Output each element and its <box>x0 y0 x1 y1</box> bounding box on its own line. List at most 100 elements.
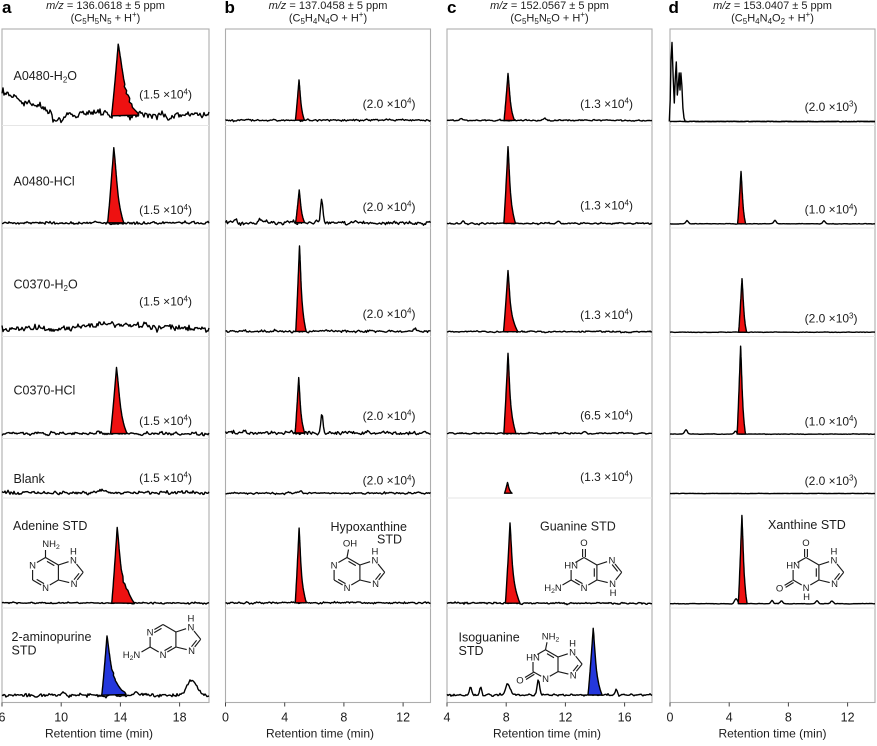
svg-text:(C5​H4​N4​O2​ + H+​): (C5​H4​N4​O2​ + H+​) <box>731 10 814 26</box>
svg-text:8: 8 <box>503 711 510 725</box>
svg-text:H: H <box>70 547 77 558</box>
svg-text:O: O <box>802 538 809 549</box>
svg-text:Retention time (min): Retention time (min) <box>718 727 826 741</box>
svg-text:Isoguanine: Isoguanine <box>459 631 520 645</box>
svg-text:H: H <box>569 639 576 650</box>
svg-text:0: 0 <box>222 711 229 725</box>
svg-text:N: N <box>160 650 167 661</box>
svg-text:(2.0 ×103​): (2.0 ×103​) <box>805 100 858 114</box>
svg-text:N: N <box>830 556 837 567</box>
svg-text:H2​N: H2​N <box>123 650 141 662</box>
svg-text:C0370-HCl: C0370-HCl <box>14 384 76 398</box>
svg-text:C0370-H2​O: C0370-H2​O <box>14 278 78 294</box>
svg-text:N: N <box>42 583 49 594</box>
svg-text:N: N <box>581 583 588 594</box>
svg-text:Blank: Blank <box>14 472 46 486</box>
svg-text:(2.0 ×104​): (2.0 ×104​) <box>363 200 416 214</box>
svg-text:Adenine STD: Adenine STD <box>13 519 87 533</box>
svg-text:N: N <box>609 579 616 590</box>
svg-text:N: N <box>542 674 549 685</box>
svg-text:(2.0 ×104​): (2.0 ×104​) <box>363 473 416 487</box>
svg-text:(2.0 ×104​): (2.0 ×104​) <box>363 307 416 321</box>
svg-text:N: N <box>147 627 154 638</box>
svg-text:(2.0 ×103​): (2.0 ×103​) <box>805 311 858 325</box>
svg-text:N: N <box>29 560 36 571</box>
svg-text:(1.5 ×104​): (1.5 ×104​) <box>139 471 192 485</box>
svg-text:(2.0 ×103​): (2.0 ×103​) <box>805 474 858 488</box>
svg-text:8: 8 <box>340 711 347 725</box>
svg-text:N: N <box>188 646 195 657</box>
svg-text:(C5​H5​N5​ + H+​): (C5​H5​N5​ + H+​) <box>71 10 141 26</box>
svg-text:HN: HN <box>564 560 578 571</box>
svg-text:(1.0 ×104​): (1.0 ×104​) <box>805 202 858 216</box>
svg-text:(1.3 ×104​): (1.3 ×104​) <box>580 470 633 484</box>
svg-text:STD: STD <box>459 644 484 658</box>
svg-text:(1.5 ×104​): (1.5 ×104​) <box>139 203 192 217</box>
svg-text:8: 8 <box>785 711 792 725</box>
svg-text:6: 6 <box>0 711 6 725</box>
svg-text:N: N <box>344 583 351 594</box>
svg-text:H: H <box>830 547 837 558</box>
svg-text:Hypoxanthine: Hypoxanthine <box>331 520 407 534</box>
svg-text:N: N <box>570 671 577 682</box>
svg-text:(C5​H4​N4​O + H+​): (C5​H4​N4​O + H+​) <box>289 10 367 26</box>
svg-text:STD: STD <box>12 644 37 658</box>
svg-text:N: N <box>803 583 810 594</box>
svg-text:m/z = 137.0458 ± 5 ppm: m/z = 137.0458 ± 5 ppm <box>269 0 388 12</box>
svg-text:NH2​: NH2​ <box>42 539 60 551</box>
svg-text:N: N <box>831 579 838 590</box>
svg-text:H: H <box>371 547 378 558</box>
svg-text:(1.3 ×104​): (1.3 ×104​) <box>580 97 633 111</box>
svg-text:(6.5 ×104​): (6.5 ×104​) <box>580 408 633 422</box>
svg-text:Retention time (min): Retention time (min) <box>45 727 153 741</box>
svg-text:O: O <box>580 538 587 549</box>
svg-text:N: N <box>372 579 379 590</box>
svg-text:Guanine STD: Guanine STD <box>540 520 616 534</box>
svg-text:O: O <box>516 676 523 687</box>
svg-text:14: 14 <box>113 711 127 725</box>
svg-text:4: 4 <box>726 711 733 725</box>
svg-text:N: N <box>569 648 576 659</box>
svg-text:H: H <box>610 588 617 599</box>
svg-text:A0480-H2​O: A0480-H2​O <box>14 69 78 85</box>
svg-text:A0480-HCl: A0480-HCl <box>14 175 75 189</box>
svg-text:Retention time (min): Retention time (min) <box>266 727 374 741</box>
svg-text:Retention time (min): Retention time (min) <box>493 727 601 741</box>
svg-text:m/z = 153.0407 ± 5 ppm: m/z = 153.0407 ± 5 ppm <box>713 0 832 12</box>
svg-text:18: 18 <box>173 711 187 725</box>
svg-text:(C5​H5​N5​O + H+​): (C5​H5​N5​O + H+​) <box>510 10 588 26</box>
svg-text:(2.0 ×104​): (2.0 ×104​) <box>363 409 416 423</box>
svg-text:a: a <box>2 0 12 17</box>
svg-text:NH2​: NH2​ <box>542 631 560 643</box>
svg-text:0: 0 <box>667 711 674 725</box>
svg-text:b: b <box>225 0 235 17</box>
svg-text:H: H <box>187 614 194 625</box>
svg-text:N: N <box>71 579 78 590</box>
svg-text:4: 4 <box>444 711 451 725</box>
svg-text:(1.5 ×104​): (1.5 ×104​) <box>139 87 192 101</box>
svg-text:(1.0 ×104​): (1.0 ×104​) <box>805 414 858 428</box>
svg-text:N: N <box>187 623 194 634</box>
svg-text:HN: HN <box>786 560 800 571</box>
svg-text:(1.3 ×104​): (1.3 ×104​) <box>580 198 633 212</box>
svg-text:(1.5 ×104​): (1.5 ×104​) <box>139 294 192 308</box>
svg-text:OH: OH <box>343 539 357 550</box>
svg-text:N: N <box>608 556 615 567</box>
svg-text:d: d <box>669 0 679 17</box>
svg-text:O: O <box>776 583 783 594</box>
svg-text:m/z = 152.0567 ± 5 ppm: m/z = 152.0567 ± 5 ppm <box>490 0 609 12</box>
svg-text:N: N <box>331 560 338 571</box>
svg-text:H2​N: H2​N <box>544 583 562 595</box>
svg-text:N: N <box>371 556 378 567</box>
svg-text:m/z = 136.0618 ± 5 ppm: m/z = 136.0618 ± 5 ppm <box>46 0 165 12</box>
svg-text:2-aminopurine: 2-aminopurine <box>12 630 92 644</box>
svg-text:10: 10 <box>54 711 68 725</box>
svg-text:H: H <box>803 592 810 603</box>
svg-text:STD: STD <box>377 533 402 547</box>
svg-text:Xanthine STD: Xanthine STD <box>768 518 846 532</box>
svg-text:(1.5 ×104​): (1.5 ×104​) <box>139 414 192 428</box>
svg-text:(2.0 ×104​): (2.0 ×104​) <box>363 97 416 111</box>
svg-text:12: 12 <box>396 711 410 725</box>
svg-text:16: 16 <box>618 711 632 725</box>
svg-text:12: 12 <box>558 711 572 725</box>
